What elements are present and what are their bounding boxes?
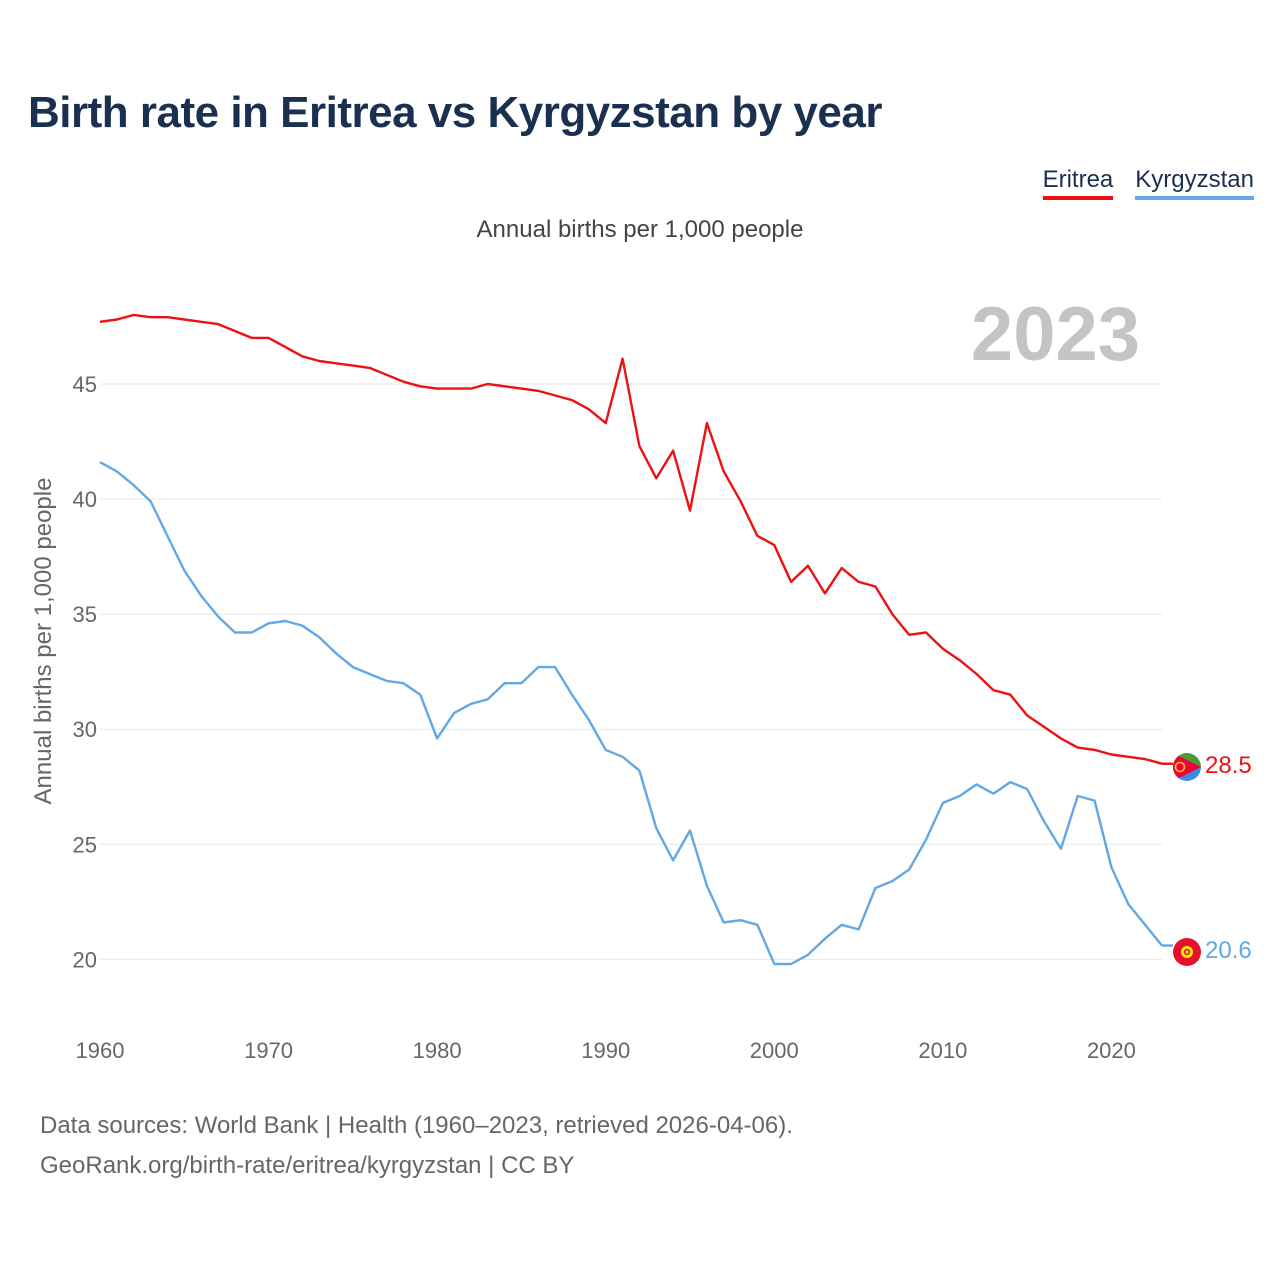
year-watermark: 2023 [971,292,1140,377]
x-tick-label: 2020 [1087,1038,1136,1063]
x-tick-label: 1980 [413,1038,462,1063]
y-tick-label: 40 [73,487,97,512]
x-tick-label: 1960 [76,1038,125,1063]
x-tick-label: 2010 [918,1038,967,1063]
x-tick-label: 1970 [244,1038,293,1063]
chart-subtitle: Annual births per 1,000 people [476,216,804,243]
x-tick-label: 2000 [750,1038,799,1063]
eritrea-end-value: 28.5 [1205,752,1252,779]
y-tick-label: 30 [73,717,97,742]
source-line: Data sources: World Bank | Health (1960–… [40,1112,793,1139]
line-chart: 2023 20 25 30 35 40 45 1960 1970 1980 1990 2000 20… [30,292,1252,1063]
legend-item-kyrgyzstan[interactable]: Kyrgyzstan [1135,166,1254,200]
legend: Eritrea Kyrgyzstan [1042,166,1254,200]
series-line-eritrea [99,313,1163,765]
grid-lines [100,383,1162,960]
footer-source: Data sources: World Bank | Health (1960–… [40,1106,793,1186]
y-tick-label: 25 [73,832,97,857]
y-tick-label: 20 [73,947,97,972]
end-markers [1173,753,1201,966]
y-tick-label: 45 [73,372,97,397]
series-line-kyrgyzstan [99,461,1163,966]
x-axis-ticks: 1960 1970 1980 1990 2000 2010 2020 [76,1038,1136,1063]
legend-item-eritrea[interactable]: Eritrea [1042,166,1114,200]
series-lines [99,313,1173,966]
eritrea-flag-icon [1173,753,1201,781]
kyrgyzstan-flag-icon [1173,938,1201,966]
kyrgyzstan-end-value: 20.6 [1205,937,1252,964]
chart-title: Birth rate in Eritrea vs Kyrgyzstan by y… [28,88,882,137]
x-tick-label: 1990 [581,1038,630,1063]
y-axis-label: Annual births per 1,000 people [30,478,57,805]
y-tick-label: 35 [73,602,97,627]
y-axis-ticks: 20 25 30 35 40 45 [73,372,97,972]
source-url[interactable]: GeoRank.org/birth-rate/eritrea/kyrgyzsta… [40,1152,575,1179]
